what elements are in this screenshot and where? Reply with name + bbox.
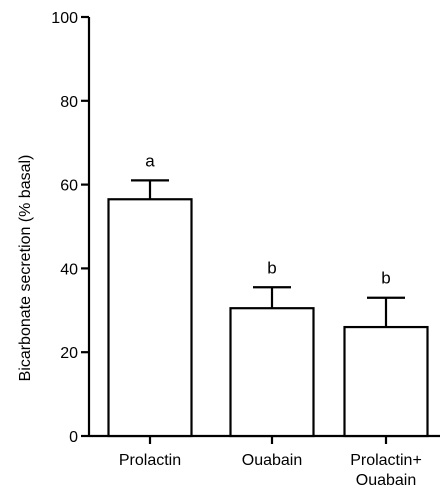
significance-label: b: [381, 269, 390, 288]
x-tick-label: Ouabain: [242, 452, 303, 469]
bar: [229, 307, 315, 438]
y-tick-label: 20: [60, 345, 78, 362]
x-axis: Prolactin Ouabain Prolactin+ Ouabain: [89, 434, 440, 489]
y-tick-label: 80: [60, 94, 78, 111]
bar: [107, 198, 193, 438]
significance-label: b: [267, 258, 276, 277]
y-tick-label: 0: [69, 429, 78, 446]
significance-label: a: [145, 151, 155, 170]
bars: a b b: [107, 151, 429, 438]
y-axis-label: Bicarbonate secretion (% basal): [17, 155, 34, 382]
x-tick-label: Prolactin+: [350, 452, 422, 469]
y-tick-label: 40: [60, 261, 78, 278]
x-tick-label: Ouabain: [356, 472, 417, 489]
x-tick-label: Prolactin: [119, 452, 181, 469]
y-axis: 0 20 40 60 80 100: [51, 10, 91, 446]
y-tick-label: 100: [51, 10, 78, 27]
bar: [343, 325, 429, 438]
y-tick-label: 60: [60, 178, 78, 195]
